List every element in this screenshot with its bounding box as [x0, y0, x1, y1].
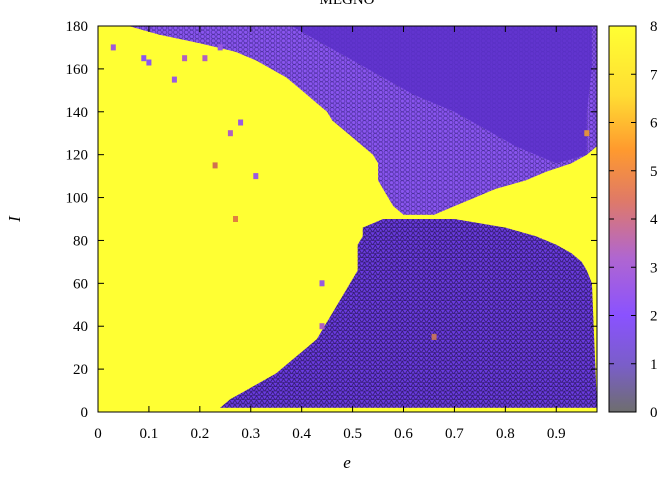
x-tick-label: 0.3	[241, 426, 260, 442]
scatter-point	[141, 55, 147, 62]
x-tick-label: 0	[94, 426, 102, 442]
x-tick-label: 0.9	[547, 426, 566, 442]
plot-area	[98, 26, 597, 412]
scatter-point	[431, 333, 437, 340]
x-tick-label: 0.8	[496, 426, 515, 442]
x-tick-label: 0.2	[190, 426, 209, 442]
y-tick-label: 60	[73, 276, 88, 292]
colorbar-tick-label: 4	[650, 212, 658, 228]
x-tick-label: 0.6	[394, 426, 413, 442]
y-tick-label: 0	[81, 405, 89, 421]
x-axis-label: e	[343, 453, 351, 472]
y-tick-label: 120	[66, 148, 89, 164]
colorbar-axis: 0 1 2 3 4 5 6 7 8	[609, 19, 658, 421]
scatter-point	[202, 55, 208, 62]
y-tick-label: 180	[66, 19, 89, 35]
plot-frame	[97, 25, 598, 413]
colorbar-tick-label: 8	[650, 19, 658, 35]
colorbar-tick-label: 1	[650, 357, 658, 373]
x-axis: 0 0.1 0.2 0.3 0.4 0.5 0.6 0.7 0.8 0.9	[94, 26, 566, 442]
scatter-point	[584, 130, 590, 137]
scatter-point	[212, 162, 218, 169]
scatter-point	[319, 280, 325, 287]
scatter-point	[233, 216, 238, 222]
colorbar-tick-label: 5	[650, 164, 658, 180]
upper-lobe-dark-core	[291, 26, 592, 164]
scatter-point	[217, 44, 223, 51]
y-tick-label: 100	[66, 191, 89, 207]
colorbar-tick-label: 2	[650, 309, 658, 325]
scatter-point	[171, 76, 177, 83]
y-tick-label: 20	[73, 362, 88, 378]
scatter-point	[146, 59, 152, 66]
colorbar-tick-label: 7	[650, 67, 658, 83]
scatter-point	[238, 119, 244, 126]
y-tick-label: 160	[66, 62, 89, 78]
x-tick-label: 0.5	[343, 426, 362, 442]
colorbar-tick-label: 0	[650, 405, 658, 421]
colorbar-tick-label: 6	[650, 116, 658, 132]
scatter-point	[182, 55, 188, 62]
y-tick-label: 40	[73, 319, 88, 335]
scattered-points	[110, 44, 590, 340]
scatter-point	[253, 173, 259, 180]
scatter-point	[227, 130, 233, 137]
y-axis-label: I	[5, 215, 24, 223]
scatter-point	[319, 323, 325, 330]
x-tick-label: 0.1	[140, 426, 159, 442]
colorbar-tick-label: 3	[650, 260, 658, 276]
x-tick-label: 0.7	[445, 426, 464, 442]
x-tick-label: 0.4	[292, 426, 311, 442]
y-tick-label: 140	[66, 105, 89, 121]
chart-title: MEGNO	[320, 0, 375, 8]
lower-lobe-triangle-markers	[220, 219, 597, 408]
scatter-point	[110, 44, 116, 51]
y-tick-label: 80	[73, 233, 88, 249]
y-axis: 0 20 40 60 80 100 120 140 160 180	[66, 19, 597, 421]
